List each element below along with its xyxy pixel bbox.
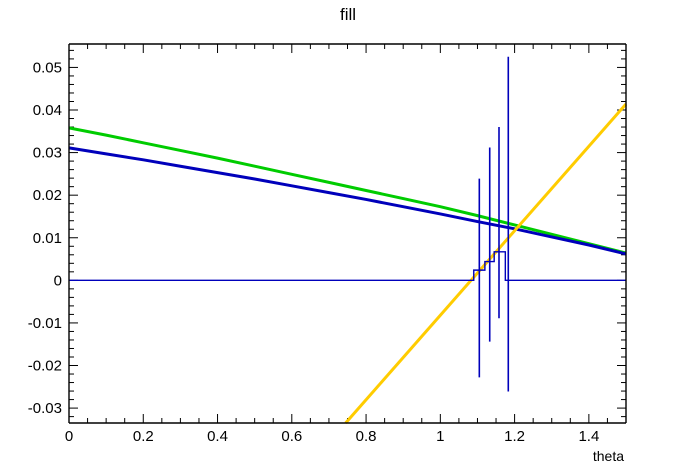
y-tick-label: 0.01 [33, 230, 62, 247]
x-tick-label: 1 [436, 428, 444, 445]
y-tick-label: -0.03 [28, 400, 62, 417]
series-blue-histogram [69, 251, 626, 282]
x-tick-label: 0.8 [356, 428, 377, 445]
x-tick-label: 0.2 [133, 428, 154, 445]
x-tick-label: 1.2 [504, 428, 525, 445]
axis-labels: 0 0.2 0.4 0.6 0.8 1 1.2 1.4 0.05 0.04 0.03 0.02 0.01… [28, 59, 624, 464]
tick-marks [68, 44, 627, 423]
y-tick-label: 0 [54, 272, 62, 289]
x-tick-label: 0.4 [207, 428, 228, 445]
page-title: fill [339, 5, 357, 24]
x-tick-label: 0 [65, 428, 73, 445]
y-tick-label: 0.02 [33, 187, 62, 204]
y-tick-label: -0.01 [28, 315, 62, 332]
x-axis-title: theta [593, 448, 624, 464]
series-green-curve [68, 126, 627, 255]
x-tick-label: 0.6 [281, 428, 302, 445]
series-yellow-line [344, 103, 628, 424]
x-tick-label: 1.4 [578, 428, 599, 445]
y-tick-label: 0.05 [33, 59, 62, 76]
data-series-layer [68, 56, 628, 424]
y-tick-label: -0.02 [28, 358, 62, 375]
y-tick-label: 0.03 [33, 145, 62, 162]
plot-frame [68, 43, 627, 424]
y-tick-label: 0.04 [33, 102, 62, 119]
series-blue-curve [68, 146, 627, 256]
